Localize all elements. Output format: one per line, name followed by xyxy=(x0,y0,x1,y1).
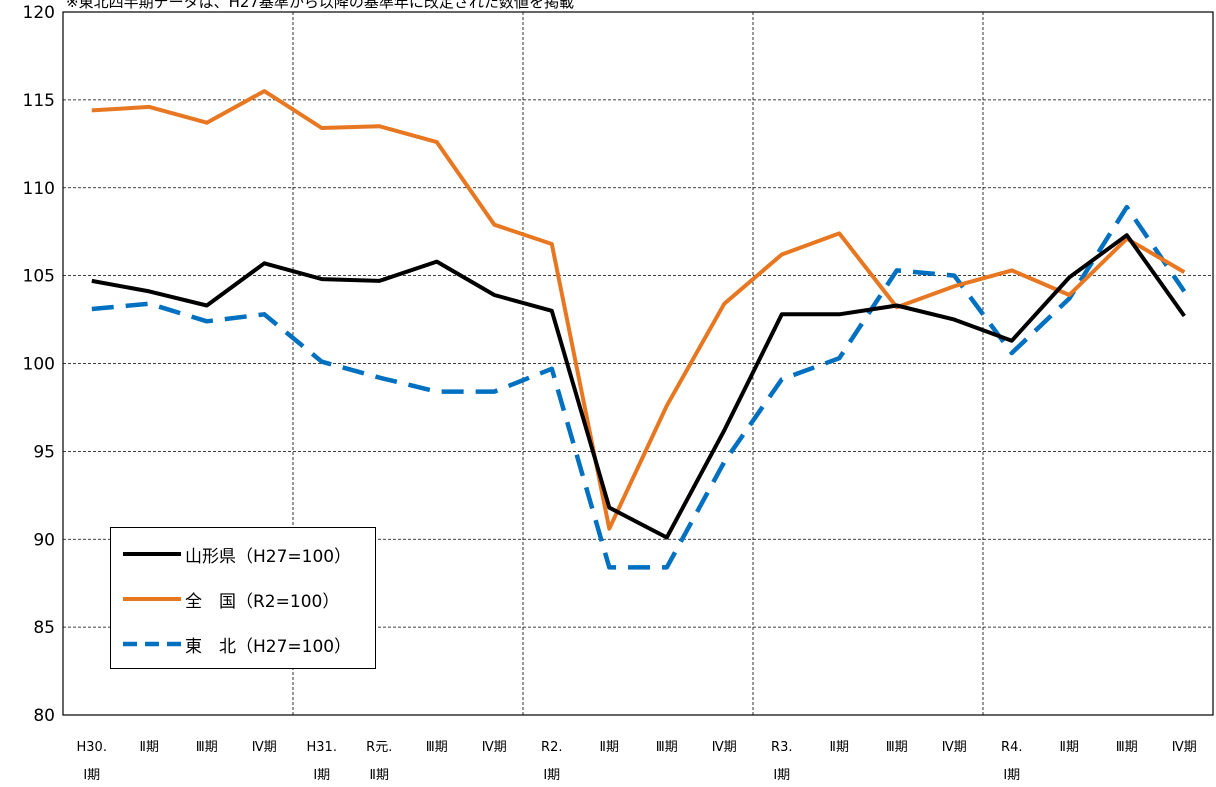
x-tick-label-sub: Ⅰ期 xyxy=(313,768,330,783)
x-tick-label: Ⅳ期 xyxy=(712,740,737,755)
legend-swatch-tohoku xyxy=(123,641,181,647)
y-tick-label: 80 xyxy=(33,706,55,726)
x-tick-label: Ⅲ期 xyxy=(1116,740,1138,755)
legend-label-yamagata: 山形県（H27=100） xyxy=(185,547,352,567)
series-line-0 xyxy=(91,233,1186,540)
legend-swatch-yamagata xyxy=(123,552,181,556)
chart-note: ※東北四半期データは、H27基準から以降の基準年に改定された数値を掲載 xyxy=(66,0,574,11)
x-tick-label: H31. xyxy=(307,740,337,755)
x-tick-label: Ⅲ期 xyxy=(426,740,448,755)
x-tick-label-sub: Ⅰ期 xyxy=(543,768,560,783)
x-tick-label: Ⅲ期 xyxy=(886,740,908,755)
x-tick-label-sub: Ⅰ期 xyxy=(83,768,100,783)
legend-item-tohoku: 東 北（H27=100） xyxy=(111,626,375,662)
y-tick-label: 110 xyxy=(23,179,55,199)
x-tick-label-sub: Ⅰ期 xyxy=(773,768,790,783)
x-tick-label: Ⅲ期 xyxy=(196,740,218,755)
y-tick-label: 115 xyxy=(23,91,55,111)
legend-item-zenkoku: 全 国（R2=100） xyxy=(111,581,375,617)
legend-label-tohoku: 東 北（H27=100） xyxy=(185,637,352,657)
x-tick-label: R元. xyxy=(366,740,392,755)
x-tick-label: Ⅱ期 xyxy=(140,740,159,755)
x-tick-label-sub: Ⅱ期 xyxy=(370,768,389,783)
x-tick-label: Ⅱ期 xyxy=(1060,740,1079,755)
x-tick-label: Ⅳ期 xyxy=(252,740,277,755)
y-tick-label: 85 xyxy=(33,618,55,638)
y-tick-label: 90 xyxy=(33,530,55,550)
x-tick-label: Ⅳ期 xyxy=(942,740,967,755)
legend-label-zenkoku: 全 国（R2=100） xyxy=(185,592,340,612)
x-tick-label-sub: Ⅰ期 xyxy=(1003,768,1020,783)
x-tick-label: Ⅳ期 xyxy=(1172,740,1197,755)
series-lines xyxy=(91,89,1187,570)
x-axis-tick-labels: H30. Ⅰ期 Ⅱ期 Ⅲ期 Ⅳ期 H31. Ⅰ期 R元. Ⅱ期 Ⅲ期 Ⅳ期 R2. Ⅰ期 Ⅱ期 Ⅲ期 Ⅳ期 R3… xyxy=(77,740,1197,783)
plot-area-frame xyxy=(62,11,1214,716)
y-axis-tick-labels: 80 85 90 95 100 105 110 115 120 xyxy=(23,3,55,726)
x-tick-label: Ⅱ期 xyxy=(830,740,849,755)
x-tick-label: Ⅱ期 xyxy=(600,740,619,755)
x-tick-label: R4. xyxy=(1001,740,1022,755)
y-tick-label: 105 xyxy=(23,267,55,287)
x-tick-label: H30. xyxy=(77,740,107,755)
series-line-1 xyxy=(91,89,1186,531)
legend-item-yamagata: 山形県（H27=100） xyxy=(111,536,375,572)
y-tick-label: 95 xyxy=(33,442,55,462)
series-line-2 xyxy=(91,204,1187,570)
x-tick-label: R3. xyxy=(771,740,792,755)
x-tick-label: R2. xyxy=(541,740,562,755)
legend: 山形県（H27=100） 全 国（R2=100） 東 北（H27=100） xyxy=(110,527,376,669)
y-tick-label: 100 xyxy=(23,355,55,375)
legend-swatch-zenkoku xyxy=(123,597,181,601)
x-tick-label: Ⅲ期 xyxy=(656,740,678,755)
x-tick-label: Ⅳ期 xyxy=(482,740,507,755)
y-tick-label: 120 xyxy=(23,3,55,23)
